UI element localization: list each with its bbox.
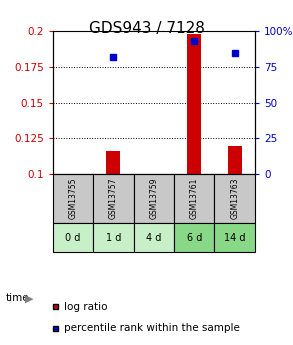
Text: percentile rank within the sample: percentile rank within the sample [64, 324, 240, 333]
Text: GSM13759: GSM13759 [149, 178, 158, 219]
Text: log ratio: log ratio [64, 302, 108, 312]
Text: GSM13755: GSM13755 [69, 178, 77, 219]
Text: 0 d: 0 d [65, 233, 81, 243]
FancyBboxPatch shape [93, 174, 134, 223]
Text: 1 d: 1 d [106, 233, 121, 243]
Text: GDS943 / 7128: GDS943 / 7128 [88, 21, 205, 36]
Text: GSM13761: GSM13761 [190, 178, 199, 219]
FancyBboxPatch shape [174, 174, 214, 223]
FancyBboxPatch shape [214, 223, 255, 252]
FancyBboxPatch shape [174, 223, 214, 252]
Text: 14 d: 14 d [224, 233, 246, 243]
Bar [228, 146, 242, 174]
Text: GSM13763: GSM13763 [230, 178, 239, 219]
Bar [106, 151, 120, 174]
FancyBboxPatch shape [53, 223, 93, 252]
FancyBboxPatch shape [93, 223, 134, 252]
FancyBboxPatch shape [134, 174, 174, 223]
Text: 4 d: 4 d [146, 233, 161, 243]
FancyBboxPatch shape [214, 174, 255, 223]
FancyBboxPatch shape [134, 223, 174, 252]
Text: GSM13757: GSM13757 [109, 178, 118, 219]
Text: ▶: ▶ [25, 294, 33, 303]
Text: time: time [6, 294, 30, 303]
Bar [187, 34, 201, 174]
FancyBboxPatch shape [53, 174, 93, 223]
Text: 6 d: 6 d [187, 233, 202, 243]
